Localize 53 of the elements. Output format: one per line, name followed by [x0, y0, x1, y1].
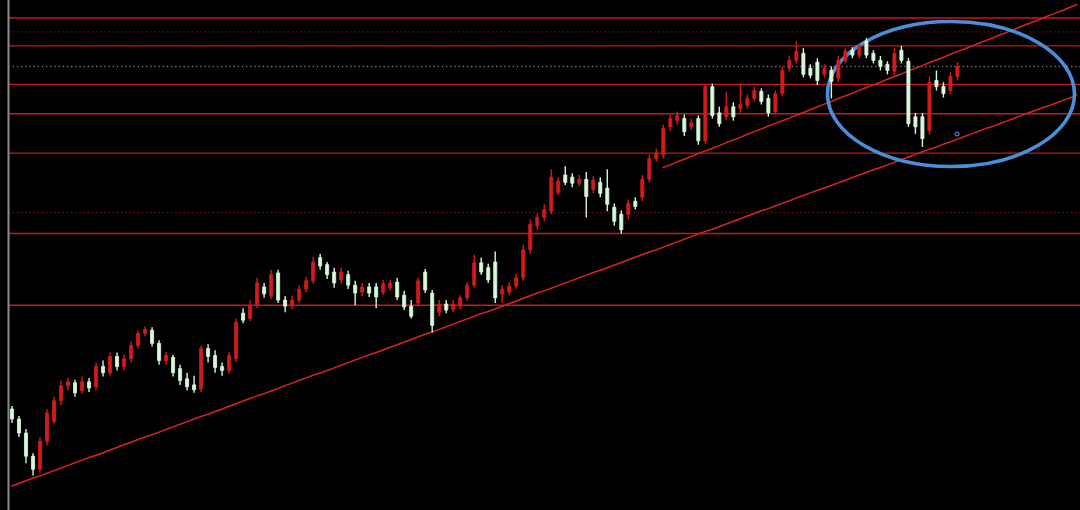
candlestick	[626, 198, 631, 221]
candlestick	[353, 280, 358, 306]
candlestick	[52, 396, 56, 425]
candlestick	[766, 93, 771, 118]
candlestick	[59, 379, 63, 406]
candlestick	[150, 326, 155, 348]
candlestick	[815, 57, 820, 86]
candlestick	[801, 47, 806, 79]
candlestick	[157, 339, 162, 366]
candlestick	[612, 202, 617, 227]
candlestick	[374, 282, 379, 310]
candlestick	[24, 428, 28, 464]
candlestick	[17, 415, 21, 438]
candlestick	[129, 340, 134, 364]
candlestick	[717, 106, 722, 128]
candlestick	[465, 281, 470, 302]
candlestick	[423, 268, 428, 294]
candlestick	[108, 351, 113, 377]
candlestick	[598, 176, 603, 198]
candlestick	[171, 354, 176, 378]
candlestick	[920, 112, 925, 148]
candlestick	[94, 361, 98, 392]
candlestick	[731, 101, 736, 122]
candlestick	[955, 61, 960, 82]
candlestick	[178, 364, 183, 386]
candlestick	[640, 174, 645, 202]
candlestick	[192, 375, 197, 394]
candlestick	[584, 171, 589, 219]
candlestick	[486, 263, 491, 284]
candlestick	[346, 270, 351, 290]
candlestick	[913, 112, 918, 135]
candlestick	[696, 114, 701, 146]
candlestick	[31, 452, 35, 477]
candlestick	[409, 299, 414, 320]
candlestick	[311, 256, 316, 285]
candlestick	[101, 359, 105, 378]
candlestick	[206, 343, 211, 364]
candlestick	[682, 113, 687, 137]
candlestick	[227, 350, 232, 375]
candlestick	[402, 290, 407, 311]
candlestick	[472, 253, 477, 289]
candlestick	[836, 55, 841, 83]
candlestick	[563, 165, 568, 186]
candlestick	[332, 266, 337, 289]
candlestick	[395, 277, 400, 301]
candlestick	[829, 65, 834, 100]
candlestick	[269, 269, 274, 300]
candlestick	[934, 69, 939, 92]
candlestick	[619, 209, 624, 235]
candlestick	[864, 37, 869, 59]
candlestick	[136, 329, 141, 350]
candlestick	[605, 168, 610, 212]
candlestick	[213, 349, 218, 374]
